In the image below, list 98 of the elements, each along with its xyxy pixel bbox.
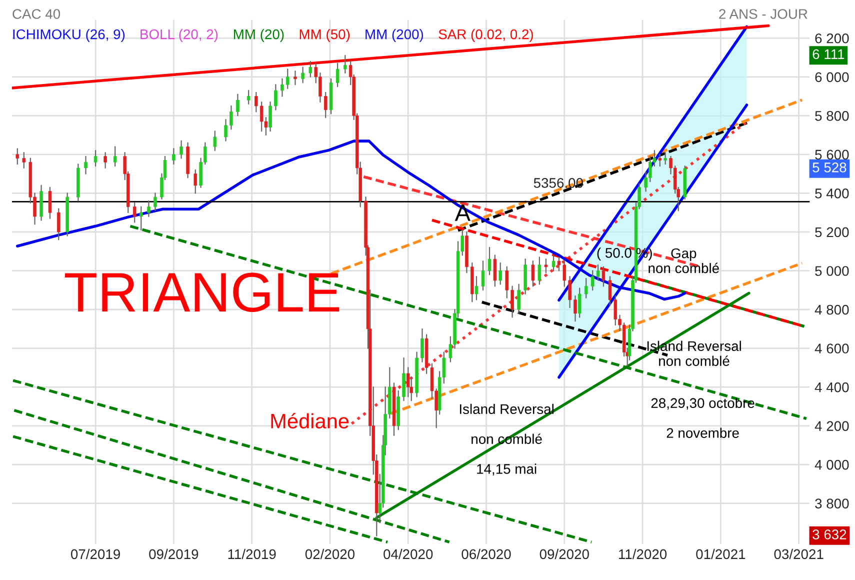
y-tick-label: 6 000 bbox=[815, 72, 849, 82]
x-tick-label: 02/2020 bbox=[305, 548, 355, 560]
x-tick-label: 11/2019 bbox=[228, 548, 276, 560]
x-tick-label: 01/2021 bbox=[696, 548, 746, 560]
candlestick bbox=[180, 140, 183, 159]
chart-title: CAC 40 bbox=[12, 9, 60, 19]
candlestick bbox=[614, 295, 618, 326]
y-tick-label: 4 800 bbox=[814, 304, 849, 315]
x-tick-label: 09/2020 bbox=[540, 548, 589, 560]
candlestick bbox=[301, 66, 304, 84]
candlestick bbox=[531, 260, 535, 287]
candlestick bbox=[194, 169, 198, 194]
annotation: ICHIMOKU (26, 9) bbox=[13, 29, 125, 42]
candlestick bbox=[336, 62, 340, 88]
y-tick-label: 4 400 bbox=[814, 382, 849, 392]
y-tick-label: 6 200 bbox=[815, 33, 849, 44]
candlestick bbox=[474, 276, 478, 300]
y-tick-label: 5 200 bbox=[815, 227, 849, 238]
candlestick bbox=[562, 260, 566, 287]
candlestick bbox=[596, 264, 600, 281]
x-tick-label: 04/2020 bbox=[384, 548, 433, 560]
candlestick bbox=[224, 118, 228, 142]
candlestick bbox=[308, 60, 312, 78]
candlestick bbox=[568, 276, 572, 308]
candlestick bbox=[246, 90, 250, 105]
candlestick bbox=[591, 270, 594, 291]
annotation: BOLL (20, 2) bbox=[140, 29, 218, 42]
y-tick-label: 4 000 bbox=[814, 460, 849, 470]
candlestick bbox=[552, 254, 556, 272]
candlestick bbox=[132, 202, 136, 223]
y-tick-label: 5 400 bbox=[815, 188, 849, 198]
candlestick bbox=[172, 148, 176, 165]
text: 2 ANS - JOUR bbox=[719, 9, 808, 19]
annotation: MM (200) bbox=[366, 29, 424, 42]
text: 6 111 bbox=[812, 49, 844, 60]
candlestick bbox=[84, 156, 88, 174]
annotation: A bbox=[454, 204, 471, 221]
candlestick bbox=[510, 286, 514, 318]
candlestick bbox=[48, 186, 52, 219]
candlestick bbox=[544, 258, 548, 274]
candlestick bbox=[658, 154, 662, 167]
candlestick bbox=[557, 256, 561, 272]
candlestick bbox=[16, 148, 20, 165]
candlestick bbox=[236, 94, 240, 116]
candlestick bbox=[664, 152, 667, 165]
y-tick-label: 5 600 bbox=[815, 150, 849, 160]
x-tick-label: 07/2019 bbox=[70, 548, 120, 560]
candlestick bbox=[574, 295, 577, 322]
candlestick bbox=[94, 150, 98, 167]
x-tick-label: 06/2020 bbox=[462, 548, 511, 560]
y-tick-label: 5 800 bbox=[815, 111, 849, 121]
x-tick-label: 03/2021 bbox=[774, 548, 824, 560]
x-tick-label: 11/2020 bbox=[619, 548, 667, 560]
y-tick-label: 5 000 bbox=[815, 266, 849, 276]
candlestick bbox=[608, 276, 612, 306]
candlestick bbox=[481, 260, 485, 291]
candlestick bbox=[254, 92, 258, 112]
candlestick bbox=[488, 246, 492, 276]
candlestick bbox=[402, 357, 406, 402]
candlestick bbox=[230, 105, 233, 130]
candlestick bbox=[113, 146, 117, 167]
candlestick bbox=[406, 367, 410, 398]
y-tick-label: 3 800 bbox=[815, 498, 849, 509]
candlestick bbox=[22, 152, 26, 169]
annotation: TRIANGLE bbox=[64, 272, 340, 312]
candlestick bbox=[505, 266, 508, 298]
candlestick bbox=[584, 278, 588, 298]
candlestick bbox=[493, 254, 497, 287]
candlestick bbox=[213, 130, 217, 152]
candlestick bbox=[420, 328, 424, 362]
annotation: MM (20) bbox=[234, 29, 284, 42]
candlestick bbox=[286, 68, 290, 90]
candlestick bbox=[602, 266, 606, 287]
y-tick-label: 4 200 bbox=[814, 421, 849, 431]
candlestick bbox=[344, 54, 347, 74]
candlestick bbox=[57, 208, 60, 240]
text: 3 632 bbox=[812, 530, 846, 540]
candlestick bbox=[324, 92, 328, 118]
candlestick bbox=[274, 84, 278, 110]
annotation: MM (50) bbox=[300, 29, 350, 42]
candlestick bbox=[578, 288, 582, 318]
annotation: Médiane bbox=[271, 412, 349, 429]
text: 5 528 bbox=[812, 162, 846, 172]
candlestick bbox=[268, 102, 272, 132]
text: 28,29,30 octobre 2 novembre bbox=[651, 398, 754, 438]
x-tick-label: 09/2019 bbox=[149, 548, 198, 560]
candlestick bbox=[260, 102, 264, 132]
candlestick bbox=[517, 284, 520, 314]
candlestick bbox=[140, 206, 143, 231]
candlestick bbox=[498, 262, 502, 285]
candlestick bbox=[154, 192, 157, 212]
candlestick bbox=[280, 78, 284, 97]
annotation: SAR (0.02, 0.2) bbox=[438, 29, 533, 42]
candlestick bbox=[104, 152, 107, 169]
y-tick-label: 4 600 bbox=[814, 344, 849, 354]
candlestick bbox=[147, 200, 150, 218]
candlestick bbox=[294, 70, 297, 86]
candlestick bbox=[538, 256, 542, 285]
